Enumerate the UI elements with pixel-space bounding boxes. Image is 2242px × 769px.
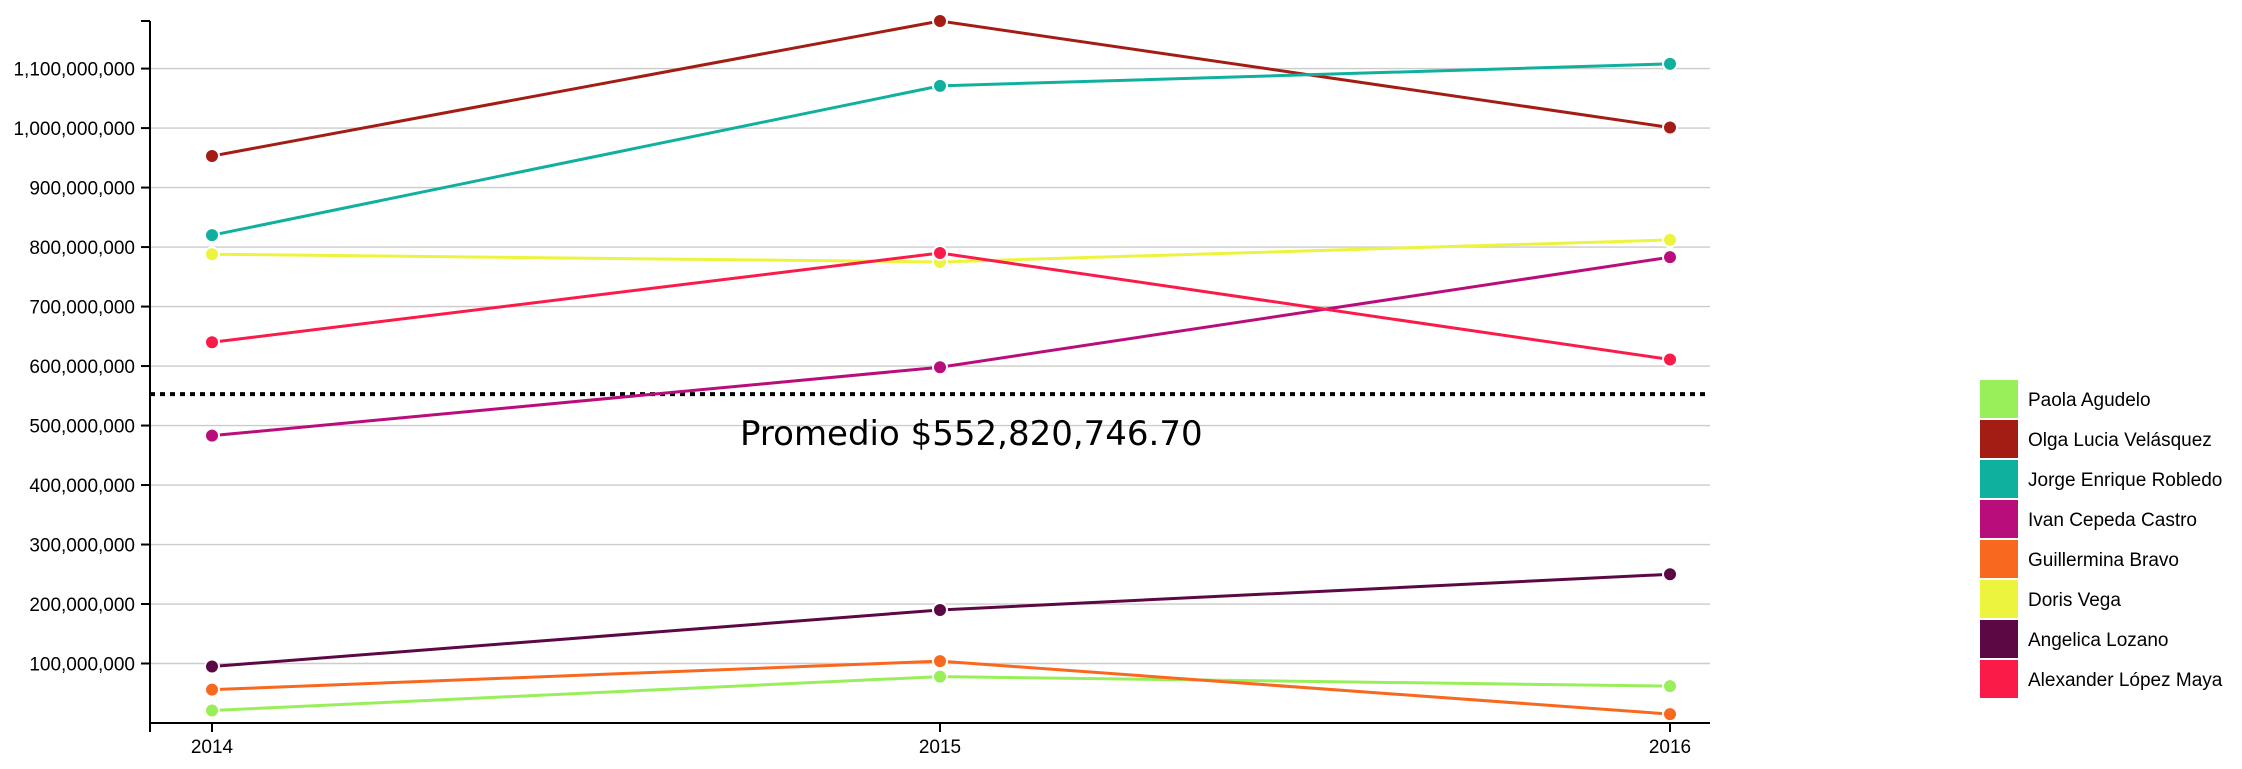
legend-swatch-paola-agudelo [1980,380,2018,418]
data-point-olga-lucia-velasquez[interactable] [932,13,948,29]
legend-swatch-angelica-lozano [1980,620,2018,658]
y-tick-label: 100,000,000 [29,655,135,676]
legend-swatch-alexander-lopez-maya [1980,660,2018,698]
legend-swatch-ivan-cepeda-castro [1980,500,2018,538]
data-point-olga-lucia-velasquez[interactable] [204,148,220,165]
average-label: Promedio $552,820,746.70 [740,414,1203,454]
x-tick-label: 2015 [919,737,961,758]
legend-label-angelica-lozano: Angelica Lozano [2028,630,2169,651]
y-tick-label: 600,000,000 [29,357,135,378]
legend-label-doris-vega: Doris Vega [2028,590,2121,611]
data-point-paola-agudelo[interactable] [1662,678,1678,695]
y-tick-label: 1,000,000,000 [13,119,135,140]
y-tick-label: 900,000,000 [29,179,135,200]
legend-label-ivan-cepeda-castro: Ivan Cepeda Castro [2028,510,2197,531]
data-point-alexander-lopez-maya[interactable] [204,334,220,351]
y-tick-label: 200,000,000 [29,595,135,616]
y-tick-label: 700,000,000 [29,298,135,319]
legend-swatch-olga-lucia-velasquez [1980,420,2018,458]
data-point-paola-agudelo[interactable] [204,702,220,719]
y-tick-label: 800,000,000 [29,238,135,259]
y-tick-label: 1,100,000,000 [13,60,135,81]
legend: Paola Agudelo Olga Lucia Velásquez Jorge E… [1980,380,2223,698]
gridlines [150,67,1710,665]
legend-label-olga-lucia-velasquez: Olga Lucia Velásquez [2028,430,2212,451]
data-point-doris-vega[interactable] [1662,231,1678,248]
y-axis-ticks: 100,000,000 200,000,000 300,000,000 400,000… [13,60,150,676]
data-point-doris-vega[interactable] [204,246,220,263]
axes [141,20,1710,732]
y-tick-label: 400,000,000 [29,476,135,497]
x-tick-label: 2016 [1649,737,1691,758]
data-point-guillermina-bravo[interactable] [932,653,948,670]
legend-swatch-doris-vega [1980,580,2018,618]
average-reference: Promedio $552,820,746.70 [150,392,1710,454]
legend-label-alexander-lopez-maya: Alexander López Maya [2028,670,2223,691]
y-tick-label: 300,000,000 [29,536,135,557]
data-point-ivan-cepeda-castro[interactable] [204,427,220,444]
data-point-angelica-lozano[interactable] [1662,566,1678,583]
data-point-olga-lucia-velasquez[interactable] [1662,119,1678,136]
legend-label-jorge-enrique-robledo: Jorge Enrique Robledo [2028,470,2222,491]
data-point-jorge-enrique-robledo[interactable] [932,77,948,94]
data-point-alexander-lopez-maya[interactable] [932,245,948,262]
series-line-ivan-cepeda-castro [211,255,1671,438]
data-point-ivan-cepeda-castro[interactable] [932,359,948,376]
series-lines [204,13,1678,723]
data-point-paola-agudelo[interactable] [932,668,948,685]
data-point-angelica-lozano[interactable] [204,658,220,675]
data-point-alexander-lopez-maya[interactable] [1662,351,1678,368]
data-point-jorge-enrique-robledo[interactable] [1662,55,1678,72]
data-point-angelica-lozano[interactable] [932,601,948,618]
y-tick-label: 500,000,000 [29,417,135,438]
legend-swatch-guillermina-bravo [1980,540,2018,578]
data-point-jorge-enrique-robledo[interactable] [204,227,220,244]
x-axis-ticks: 2014 2015 2016 [191,723,1691,758]
data-point-guillermina-bravo[interactable] [1662,706,1678,723]
legend-swatch-jorge-enrique-robledo [1980,460,2018,498]
series-line-angelica-lozano [211,572,1671,668]
legend-label-guillermina-bravo: Guillermina Bravo [2028,550,2179,571]
legend-label-paola-agudelo: Paola Agudelo [2028,390,2151,411]
data-point-guillermina-bravo[interactable] [204,681,220,698]
x-tick-label: 2014 [191,737,234,758]
data-point-ivan-cepeda-castro[interactable] [1662,249,1678,266]
